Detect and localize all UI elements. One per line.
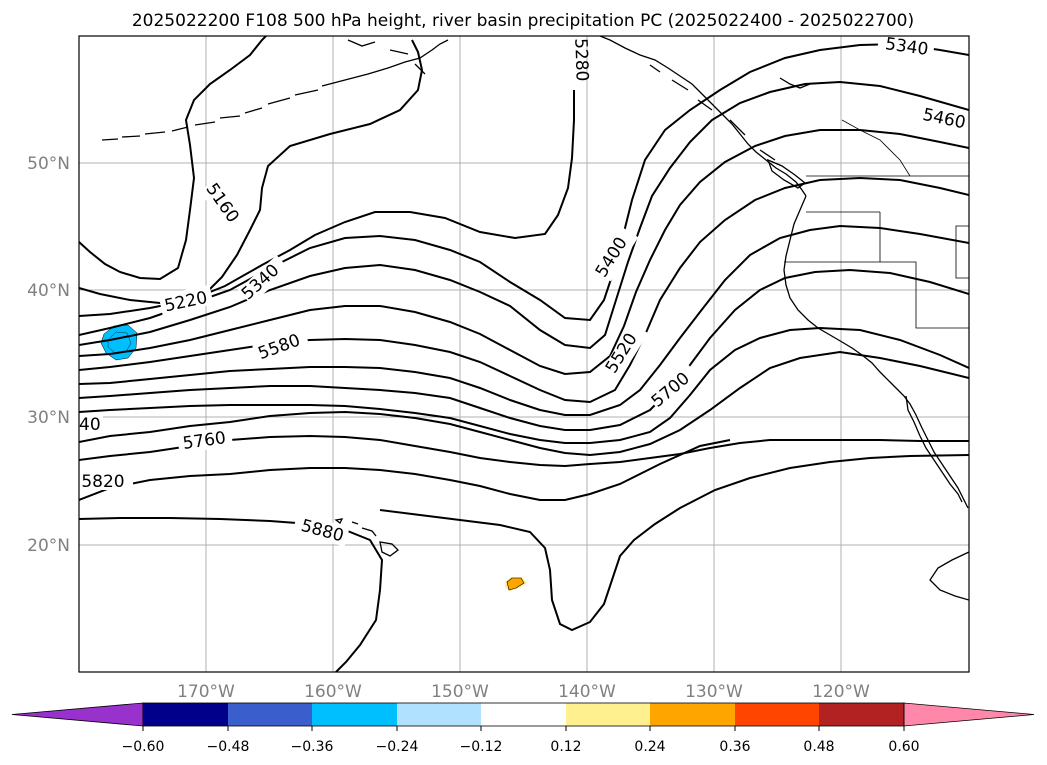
lat-label-50n: 50°N	[27, 154, 70, 174]
colorbar-tick-label: 0.24	[634, 739, 665, 755]
lat-label-30n: 30°N	[27, 408, 70, 428]
colorbar-extend-low	[11, 702, 144, 727]
colorbar-tick-label: −0.48	[207, 739, 250, 755]
colorbar-outline	[142, 702, 905, 727]
lon-label-140w: 140°W	[558, 682, 616, 702]
colorbar-tick-label: −0.36	[291, 739, 334, 755]
gridlines	[79, 36, 969, 672]
colorbar-tick-label: 0.36	[719, 739, 750, 755]
colorbar-tick-label: −0.24	[376, 739, 419, 755]
canada-border	[841, 119, 911, 177]
colorbar-bin	[143, 703, 228, 726]
colorbar-bin	[481, 703, 566, 726]
map-frame	[78, 35, 970, 673]
contour-label-5280: 5280	[570, 38, 591, 82]
contour-label-5640-partial: 40	[79, 415, 101, 435]
state-borders-2	[806, 211, 969, 279]
colorbar-bin	[228, 703, 312, 726]
contour-5820-band	[79, 434, 969, 468]
lat-label-20n: 20°N	[27, 536, 70, 556]
vancouver-island	[766, 158, 807, 189]
us-west-coast	[783, 195, 969, 509]
hawaiian-islands	[334, 518, 399, 557]
colorbar-ticks	[142, 726, 905, 731]
colorbar-extend-high	[903, 702, 1035, 727]
contour-5580	[79, 224, 969, 416]
colorbar-bin	[735, 703, 819, 726]
contour-5820	[79, 439, 731, 501]
alaska-peninsula	[347, 39, 426, 75]
colorbar-tick-label: 0.48	[803, 739, 834, 755]
lon-label-150w: 150°W	[431, 682, 489, 702]
lon-label-120w: 120°W	[812, 682, 870, 702]
baja-california	[905, 395, 963, 503]
colorbar-bin	[312, 703, 397, 726]
state-borders	[784, 261, 969, 329]
lon-label-160w: 160°W	[304, 682, 362, 702]
contour-5760	[79, 350, 969, 457]
colorbar-tick-label: 0.60	[888, 739, 919, 755]
colorbar-bin	[650, 703, 735, 726]
mexico-coast	[929, 551, 969, 601]
colorbar-tick-label: −0.60	[122, 739, 165, 755]
colorbar-bin	[819, 703, 904, 726]
contour-5400	[79, 80, 969, 350]
lon-label-170w: 170°W	[177, 682, 235, 702]
colorbar-bin	[397, 703, 481, 726]
figure-title: 2025022200 F108 500 hPa height, river ba…	[132, 11, 914, 31]
positive-precip-anomaly	[506, 577, 525, 591]
contour-5160	[79, 36, 267, 281]
contour-label-5820: 5820	[81, 472, 124, 492]
contour-5700	[79, 326, 969, 444]
lon-label-130w: 130°W	[685, 682, 743, 702]
colorbar-tick-label: 0.12	[550, 739, 581, 755]
colorbar-bin	[566, 703, 650, 726]
colorbar-tick-label: −0.12	[460, 739, 503, 755]
contour-5880-west	[79, 517, 384, 672]
contour-5640	[79, 268, 969, 431]
coastlines	[101, 36, 969, 601]
colorbar: −0.60 −0.48 −0.36 −0.24 −0.12 0.12 0.24 …	[11, 702, 1035, 755]
contour-label-5340-east: 5340	[884, 34, 930, 60]
coastal-islands	[649, 64, 776, 161]
contour-5880-east	[379, 454, 969, 632]
contour-5460	[79, 129, 969, 376]
lat-label-40n: 40°N	[27, 281, 70, 301]
colorbar-tick-labels: −0.60 −0.48 −0.36 −0.24 −0.12 0.12 0.24 …	[122, 739, 920, 755]
latitude-labels: 50°N 40°N 30°N 20°N	[27, 154, 70, 556]
map-area	[79, 36, 969, 672]
aleutian-islands	[101, 39, 449, 141]
longitude-labels: 170°W 160°W 150°W 140°W 130°W 120°W	[177, 682, 870, 702]
